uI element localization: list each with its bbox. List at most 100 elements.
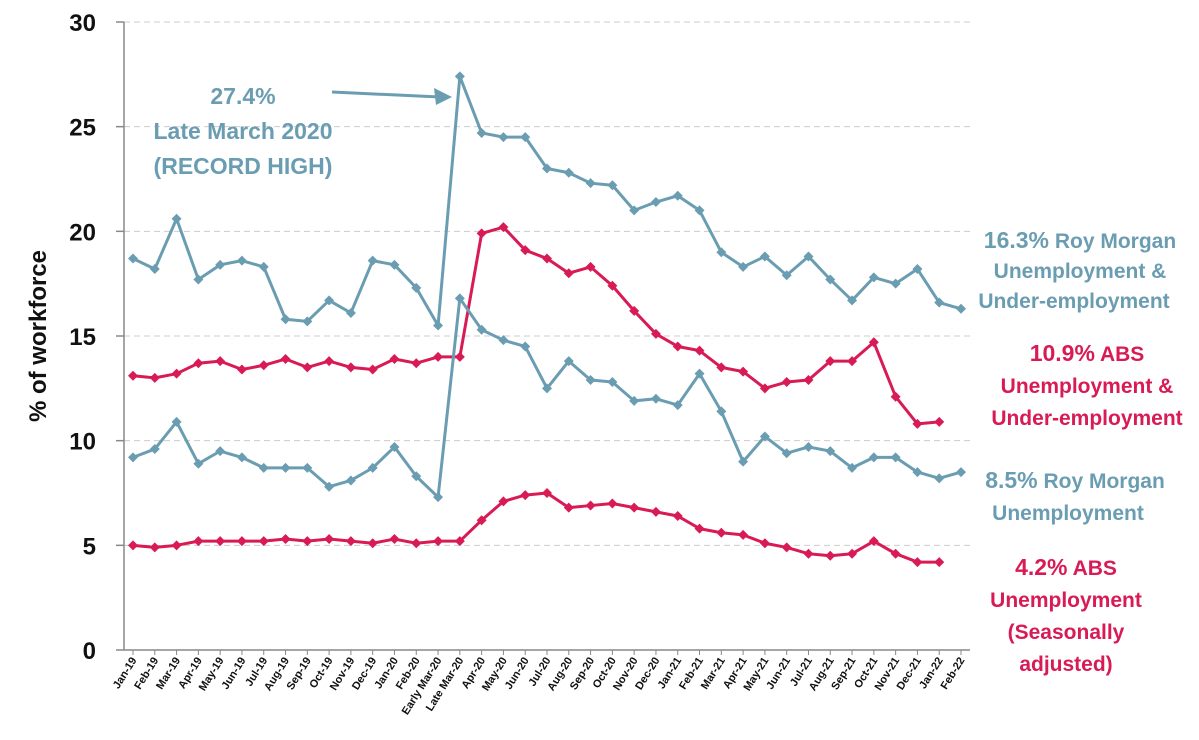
data-point <box>324 534 335 545</box>
data-point <box>672 341 683 352</box>
data-point <box>585 178 596 189</box>
legend-text: Unemployment & <box>994 260 1167 283</box>
data-point <box>759 251 770 262</box>
data-point <box>607 498 618 509</box>
legend-text: ABS <box>1073 557 1117 580</box>
data-point <box>498 222 509 233</box>
data-point <box>607 180 618 191</box>
svg-text:8.5% Roy Morgan: 8.5% Roy Morgan <box>985 467 1165 493</box>
y-tick-label: 30 <box>69 10 96 37</box>
data-point <box>302 462 313 473</box>
data-point <box>280 354 291 365</box>
data-point <box>149 372 160 383</box>
svg-text:16.3% Roy Morgan: 16.3% Roy Morgan <box>984 227 1176 253</box>
data-point <box>563 502 574 513</box>
legend-pct: 10.9% <box>1030 340 1095 366</box>
data-point <box>585 261 596 272</box>
series-rm_unemp <box>128 293 966 503</box>
data-point <box>825 274 836 285</box>
data-point <box>171 540 182 551</box>
legend-text: Roy Morgan <box>1043 470 1164 493</box>
data-point <box>128 370 138 381</box>
data-point <box>934 416 945 427</box>
data-point <box>629 205 640 216</box>
data-point <box>650 328 661 339</box>
data-point <box>454 536 465 547</box>
series-abs_under <box>128 222 945 429</box>
svg-text:10.9% ABS: 10.9% ABS <box>1030 340 1145 366</box>
annotation-value: 27.4% <box>210 83 275 109</box>
data-point <box>215 356 226 367</box>
data-point <box>847 548 858 559</box>
legend-text: Under-employment <box>991 407 1182 430</box>
data-point <box>411 282 422 293</box>
data-point <box>280 534 291 545</box>
data-point <box>258 462 269 473</box>
data-point <box>236 452 247 463</box>
y-tick-label: 15 <box>69 324 96 351</box>
data-point <box>781 270 792 281</box>
data-point <box>542 383 552 394</box>
data-point <box>324 295 335 306</box>
annotation-arrowhead <box>434 88 452 105</box>
series-line-rm_under <box>132 74 962 328</box>
data-point <box>498 132 509 143</box>
data-point <box>302 536 313 547</box>
annotation-arrow <box>331 90 441 99</box>
data-point <box>476 324 487 335</box>
data-point <box>411 538 422 549</box>
data-point <box>672 400 683 411</box>
data-point <box>280 462 291 473</box>
data-point <box>389 354 400 365</box>
data-point <box>890 548 901 559</box>
data-point <box>672 511 683 522</box>
data-point <box>215 259 226 270</box>
data-point <box>389 441 400 452</box>
data-point <box>890 452 901 463</box>
data-point <box>956 303 966 314</box>
data-point <box>803 251 814 262</box>
data-point <box>345 307 356 318</box>
data-point <box>454 293 465 304</box>
annotation-date: Late March 2020 <box>154 118 333 144</box>
data-point <box>716 406 727 417</box>
data-point <box>302 316 313 327</box>
data-point <box>171 213 182 224</box>
data-point <box>367 462 378 473</box>
data-point <box>149 542 160 553</box>
data-point <box>825 550 836 561</box>
data-point <box>868 452 879 463</box>
data-point <box>803 441 814 452</box>
y-tick-label: 0 <box>83 638 96 665</box>
data-point <box>542 163 552 174</box>
data-point <box>868 272 879 283</box>
legend-text: adjusted) <box>1019 653 1112 676</box>
data-point <box>128 253 138 264</box>
series-lines <box>128 71 966 568</box>
data-point <box>759 431 770 442</box>
data-point <box>716 527 727 538</box>
record-high-annotation: 27.4% Late March 2020 (RECORD HIGH) <box>154 83 452 179</box>
data-point <box>193 536 204 547</box>
data-point <box>912 467 923 478</box>
data-point <box>171 368 182 379</box>
data-point <box>215 536 226 547</box>
data-point <box>215 446 226 457</box>
data-point <box>629 502 640 513</box>
data-point <box>454 71 465 82</box>
data-point <box>563 167 574 178</box>
data-point <box>694 368 705 379</box>
data-point <box>258 261 269 272</box>
data-point <box>912 418 923 429</box>
data-point <box>367 364 378 375</box>
data-point <box>868 337 879 348</box>
data-point <box>258 536 269 547</box>
data-point <box>520 490 531 501</box>
data-point <box>345 362 356 373</box>
legend-pct: 4.2% <box>1015 554 1067 580</box>
data-point <box>520 341 531 352</box>
legend-roy-morgan-underemployment: 16.3% Roy Morgan Unemployment & Under-em… <box>978 227 1176 313</box>
x-axis-ticks: Jan-19Feb-19Mar-19Apr-19May-19Jun-19Jul-… <box>111 650 968 717</box>
data-point <box>236 364 247 375</box>
